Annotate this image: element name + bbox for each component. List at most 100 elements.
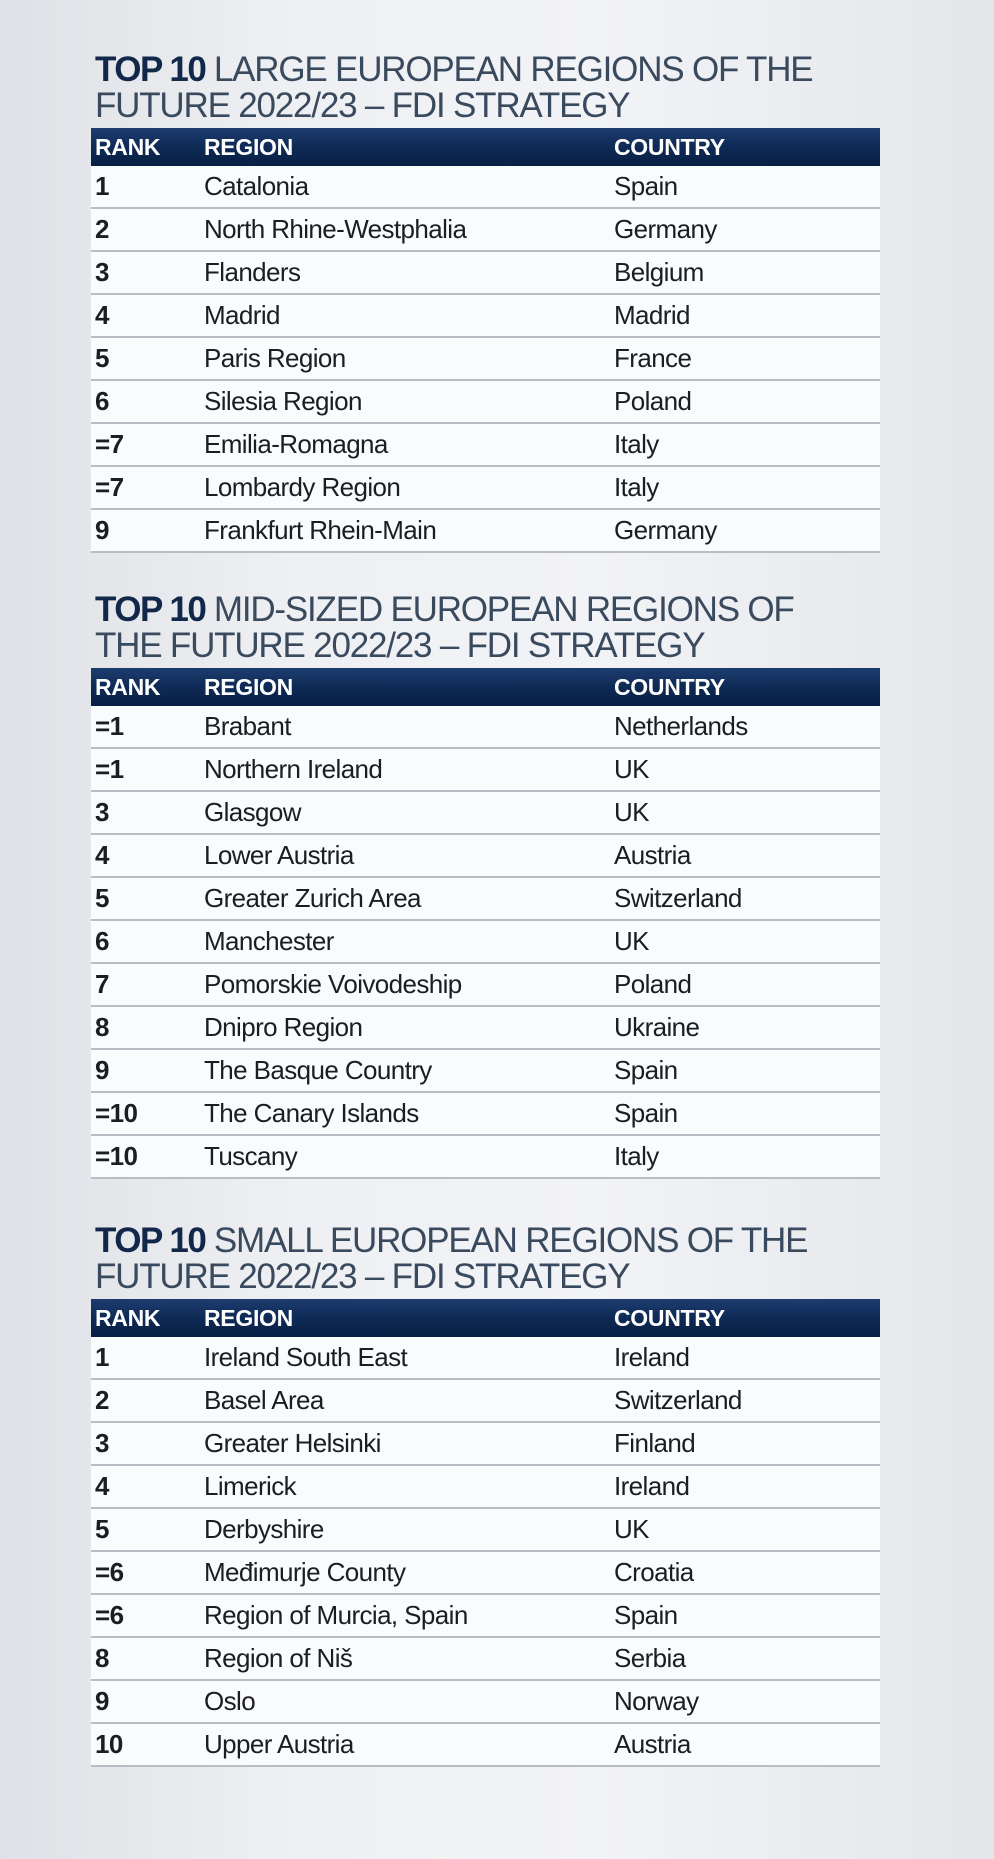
country-cell: Germany	[614, 515, 717, 545]
country-cell: Ukraine	[614, 1012, 700, 1042]
title-line-2: FUTURE 2022/23 – FDI STRATEGY	[95, 86, 631, 125]
table-row: =10 The Canary Islands Spain	[91, 1093, 880, 1136]
table-row: 10 Upper Austria Austria	[91, 1724, 880, 1767]
rank-cell: =7	[95, 429, 124, 459]
country-cell: Finland	[614, 1428, 696, 1458]
region-cell: Glasgow	[204, 797, 302, 827]
region-cell: Međimurje County	[204, 1557, 406, 1587]
header-region: REGION	[204, 673, 293, 700]
table-row: 9 The Basque Country Spain	[91, 1050, 880, 1093]
country-cell: Switzerland	[614, 1385, 742, 1415]
table-row: =6 Region of Murcia, Spain Spain	[91, 1595, 880, 1638]
table-row: 2 Basel Area Switzerland	[91, 1380, 880, 1423]
table-row: =7 Lombardy Region Italy	[91, 467, 880, 510]
region-cell: Manchester	[204, 926, 334, 956]
region-cell: Paris Region	[204, 343, 346, 373]
rank-cell: =6	[95, 1600, 124, 1630]
region-cell: The Canary Islands	[204, 1098, 419, 1128]
table-row: 4 Limerick Ireland	[91, 1466, 880, 1509]
country-cell: Austria	[614, 1729, 691, 1759]
rank-cell: =7	[95, 472, 124, 502]
rank-cell: 5	[95, 343, 109, 373]
rank-cell: 2	[95, 214, 109, 244]
table-row: 6 Manchester UK	[91, 921, 880, 964]
title-lead: TOP 10	[95, 590, 207, 629]
region-cell: Upper Austria	[204, 1729, 354, 1759]
table-row: =7 Emilia-Romagna Italy	[91, 424, 880, 467]
table-row: 5 Greater Zurich Area Switzerland	[91, 878, 880, 921]
table-title: TOP 10 SMALL EUROPEAN REGIONS OF THE FUT…	[95, 1223, 880, 1295]
title-line-2: THE FUTURE 2022/23 – FDI STRATEGY	[95, 626, 706, 665]
region-cell: Northern Ireland	[204, 754, 383, 784]
country-cell: Croatia	[614, 1557, 694, 1587]
rank-cell: 8	[95, 1643, 109, 1673]
mid-sized-regions-section: TOP 10 MID-SIZED EUROPEAN REGIONS OF THE…	[91, 592, 880, 1179]
table-row: =10 Tuscany Italy	[91, 1136, 880, 1179]
region-cell: Brabant	[204, 711, 291, 741]
header-region: REGION	[204, 1304, 293, 1331]
title-line-1: LARGE EUROPEAN REGIONS OF THE	[213, 50, 814, 89]
title-line-1: SMALL EUROPEAN REGIONS OF THE	[213, 1221, 809, 1260]
rank-cell: 1	[95, 1342, 109, 1372]
country-cell: Ireland	[614, 1471, 690, 1501]
rank-cell: =1	[95, 754, 124, 784]
rank-cell: 5	[95, 883, 109, 913]
country-cell: Spain	[614, 1098, 678, 1128]
country-cell: Italy	[614, 1141, 659, 1171]
region-cell: Frankfurt Rhein-Main	[204, 515, 437, 545]
region-cell: Greater Zurich Area	[204, 883, 422, 913]
region-cell: Madrid	[204, 300, 280, 330]
header-rank: RANK	[95, 673, 161, 700]
table-row: 6 Silesia Region Poland	[91, 381, 880, 424]
header-region: REGION	[204, 133, 293, 160]
rank-cell: 3	[95, 797, 109, 827]
header-country: COUNTRY	[614, 133, 725, 160]
rank-cell: 6	[95, 926, 109, 956]
region-cell: Basel Area	[204, 1385, 324, 1415]
country-cell: Austria	[614, 840, 691, 870]
rank-cell: 9	[95, 1686, 109, 1716]
region-cell: Tuscany	[204, 1141, 298, 1171]
table-row: 8 Region of Niš Serbia	[91, 1638, 880, 1681]
rank-cell: 4	[95, 300, 109, 330]
header-rank: RANK	[95, 133, 161, 160]
title-lead: TOP 10	[95, 50, 207, 89]
table-row: =1 Brabant Netherlands	[91, 706, 880, 749]
country-cell: UK	[614, 797, 650, 827]
region-cell: Lombardy Region	[204, 472, 401, 502]
table-row: 7 Pomorskie Voivodeship Poland	[91, 964, 880, 1007]
region-cell: Region of Murcia, Spain	[204, 1600, 468, 1630]
table-title: TOP 10 MID-SIZED EUROPEAN REGIONS OF THE…	[95, 592, 880, 664]
large-regions-section: TOP 10 LARGE EUROPEAN REGIONS OF THE FUT…	[91, 52, 880, 553]
table-row: =1 Northern Ireland UK	[91, 749, 880, 792]
rank-cell: 3	[95, 257, 109, 287]
table-row: 3 Greater Helsinki Finland	[91, 1423, 880, 1466]
rank-cell: 4	[95, 840, 109, 870]
region-cell: The Basque Country	[204, 1055, 432, 1085]
table-row: 2 North Rhine-Westphalia Germany	[91, 209, 880, 252]
region-cell: Ireland South East	[204, 1342, 408, 1372]
rank-cell: 1	[95, 171, 109, 201]
rank-cell: =10	[95, 1141, 138, 1171]
title-lead: TOP 10	[95, 1221, 207, 1260]
header-country: COUNTRY	[614, 673, 725, 700]
region-cell: Region of Niš	[204, 1643, 353, 1673]
rank-cell: 7	[95, 969, 109, 999]
country-cell: Belgium	[614, 257, 704, 287]
country-cell: Spain	[614, 171, 678, 201]
country-cell: Italy	[614, 472, 659, 502]
rank-cell: =10	[95, 1098, 138, 1128]
title-line-1: MID-SIZED EUROPEAN REGIONS OF	[213, 590, 795, 629]
country-cell: Poland	[614, 386, 692, 416]
country-cell: Netherlands	[614, 711, 748, 741]
country-cell: UK	[614, 754, 650, 784]
rank-cell: 9	[95, 515, 109, 545]
country-cell: Switzerland	[614, 883, 742, 913]
rank-cell: 9	[95, 1055, 109, 1085]
region-cell: Silesia Region	[204, 386, 362, 416]
table-row: 1 Catalonia Spain	[91, 166, 880, 209]
table-row: 9 Oslo Norway	[91, 1681, 880, 1724]
country-cell: UK	[614, 1514, 650, 1544]
region-cell: Limerick	[204, 1471, 297, 1501]
region-cell: Greater Helsinki	[204, 1428, 381, 1458]
